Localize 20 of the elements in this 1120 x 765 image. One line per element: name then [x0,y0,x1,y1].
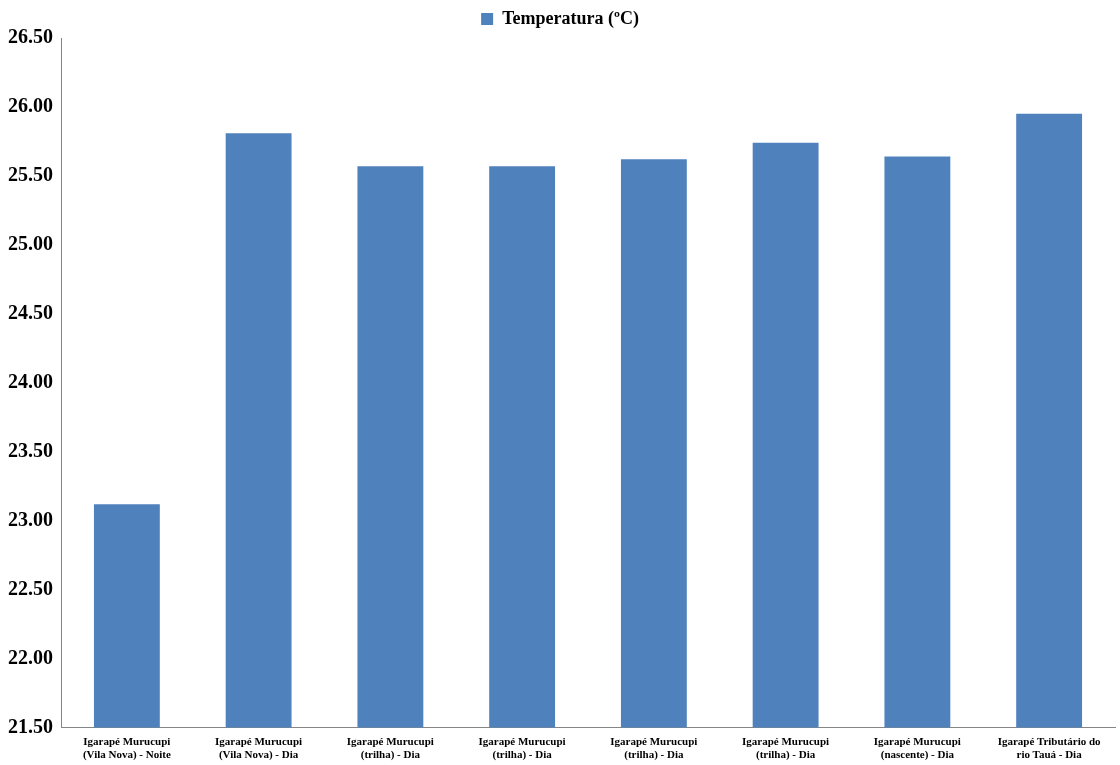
x-tick-label: Igarapé Murucupi (trilha) - Dia [610,735,698,762]
y-tick-label: 26.50 [8,25,53,48]
x-tick-label: Igarapé Tributário do rio Tauá - Dia [997,735,1102,761]
y-tick-label: 25.00 [8,232,53,255]
y-tick-label: 22.50 [8,576,53,599]
legend-label: Temperatura (ºC) [502,7,639,29]
y-tick-label: 24.00 [8,369,53,392]
x-tick-label: Igarapé Murucupi (nascente) - Dia [873,735,961,762]
y-tick-label: 23.00 [8,507,53,530]
y-tick-label: 22.00 [8,645,53,668]
y-tick-label: 23.50 [8,438,53,461]
y-tick-label: 26.00 [8,94,53,117]
x-tick-label: Igarapé Murucupi (trilha) - Dia [478,735,566,762]
y-tick-label: 21.50 [8,714,53,737]
x-tick-label: Igarapé Murucupi (trilha) - Dia [346,735,434,762]
y-tick-label: 25.50 [8,163,53,186]
y-tick-label: 24.50 [8,301,53,324]
x-tick-label: Igarapé Murucupi (Vila Nova) - Noite [82,735,171,762]
x-tick-label: Igarapé Murucupi (Vila Nova) - Dia [215,735,303,762]
x-tick-label: Igarapé Murucupi (trilha) - Dia [742,735,830,762]
